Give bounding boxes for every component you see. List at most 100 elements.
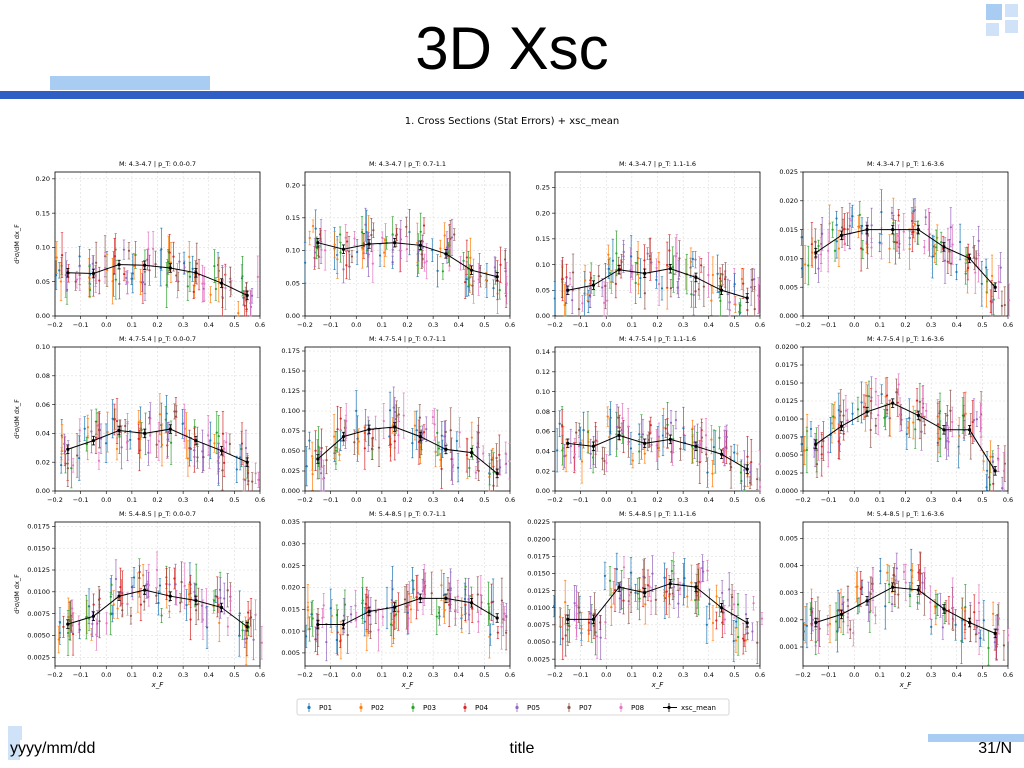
y-tick-label: 0.10	[536, 388, 550, 396]
y-tick-label: 0.150	[281, 367, 300, 375]
data-point	[985, 486, 988, 489]
data-point	[682, 427, 685, 430]
x-tick-label: 0.3	[178, 496, 188, 504]
data-point	[718, 277, 722, 280]
x-tick-label: 0.4	[454, 496, 464, 504]
x-tick-label: 0.1	[627, 496, 637, 504]
data-point	[851, 412, 854, 415]
data-point	[60, 463, 63, 467]
data-point	[568, 277, 572, 280]
data-point	[391, 248, 394, 251]
data-point	[257, 478, 260, 481]
mean-line	[67, 264, 248, 296]
y-tick-label: 0.14	[536, 348, 550, 356]
data-point	[615, 252, 618, 255]
data-point	[141, 281, 144, 284]
data-point	[660, 287, 664, 290]
data-point	[800, 236, 803, 239]
data-point	[183, 427, 187, 430]
data-point	[169, 261, 173, 264]
data-point	[470, 436, 473, 439]
data-point	[883, 416, 886, 419]
data-point	[92, 603, 95, 606]
data-point	[96, 424, 99, 427]
data-point	[923, 245, 926, 249]
mean-point	[66, 622, 70, 626]
data-point	[974, 271, 977, 274]
x-tick-label: 0.1	[127, 496, 137, 504]
data-point	[605, 461, 608, 465]
data-point	[553, 297, 556, 300]
data-point	[951, 243, 954, 246]
data-point	[750, 461, 753, 464]
mean-point	[393, 425, 397, 429]
data-point	[728, 308, 731, 312]
data-point	[905, 432, 908, 436]
data-point	[671, 451, 674, 454]
data-point	[417, 249, 420, 253]
data-point	[78, 628, 81, 631]
data-point	[719, 299, 722, 302]
data-point	[897, 234, 900, 237]
chart-panel: M: 4.3-4.7 | p_T: 0.7-1.1−0.2 −0.1 0.0 0.1 0…	[286, 160, 516, 329]
mean-point	[66, 447, 70, 451]
data-point	[622, 255, 625, 258]
data-point	[807, 264, 810, 267]
data-point	[138, 570, 141, 574]
data-point	[634, 281, 637, 285]
panel-title: M: 4.3-4.7 | p_T: 0.7-1.1	[369, 160, 446, 168]
data-point	[462, 259, 465, 262]
data-point	[614, 282, 617, 285]
data-point	[229, 599, 232, 603]
data-point	[137, 420, 140, 424]
data-point	[172, 255, 175, 258]
x-tick-label: 0.0	[101, 321, 111, 329]
y-tick-label: 0.025	[281, 467, 300, 475]
data-point	[581, 302, 584, 305]
data-point	[180, 580, 183, 584]
data-point	[977, 239, 980, 242]
mean-point	[617, 433, 621, 437]
data-point	[975, 257, 978, 260]
data-point	[94, 279, 97, 282]
data-point	[344, 236, 347, 239]
data-point	[121, 609, 124, 612]
panel-title: M: 4.7-5.4 | p_T: 0.0-0.7	[119, 335, 196, 343]
data-point	[240, 447, 243, 451]
y-tick-label: 0.0175	[775, 361, 798, 369]
data-point	[924, 216, 927, 219]
data-point	[751, 278, 754, 282]
y-tick-label: 0.0025	[27, 653, 50, 661]
mean-point	[91, 439, 96, 443]
data-point	[361, 599, 364, 602]
data-point	[1003, 303, 1006, 307]
corner-square-small	[1005, 20, 1018, 33]
mean-line	[317, 426, 498, 474]
data-point	[66, 631, 70, 635]
data-point	[711, 472, 714, 475]
data-point	[320, 446, 323, 450]
data-point	[449, 237, 452, 240]
data-point	[833, 249, 837, 252]
data-point	[129, 438, 132, 441]
x-tick-label: −0.2	[297, 496, 313, 504]
data-point	[805, 448, 808, 452]
data-point	[835, 240, 838, 243]
data-point	[114, 248, 117, 251]
data-point	[608, 271, 612, 275]
data-point	[469, 256, 472, 259]
data-point	[336, 631, 339, 634]
data-point	[129, 614, 133, 618]
x-tick-label: 0.1	[127, 321, 137, 329]
y-tick-label: 0.10	[536, 261, 550, 269]
data-point	[214, 287, 217, 291]
y-tick-label: 0.10	[286, 247, 300, 255]
data-point	[870, 396, 873, 399]
mean-point	[865, 228, 869, 232]
data-point	[556, 449, 559, 452]
mean-point	[444, 447, 448, 451]
data-point	[561, 449, 564, 452]
data-point	[251, 480, 254, 483]
data-point	[753, 278, 756, 281]
data-point	[697, 288, 701, 291]
